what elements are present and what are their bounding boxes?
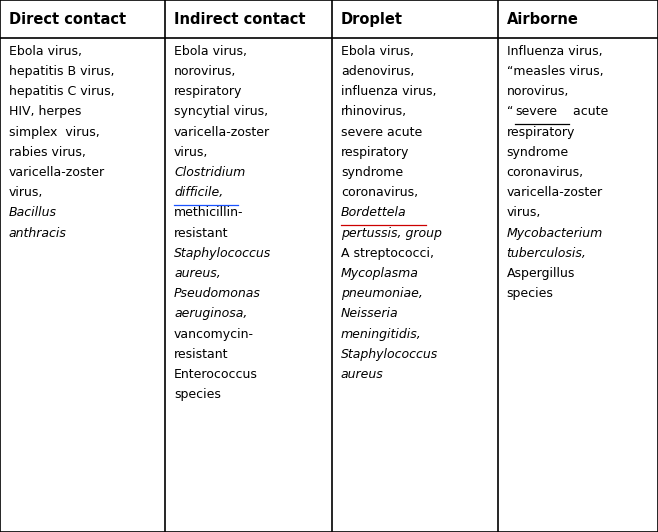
Text: Mycoplasma: Mycoplasma xyxy=(341,267,418,280)
Text: Direct contact: Direct contact xyxy=(9,12,126,27)
Text: Influenza virus,: Influenza virus, xyxy=(507,45,602,57)
Text: species: species xyxy=(174,388,221,401)
Text: Enterococcus: Enterococcus xyxy=(174,368,258,381)
Text: “measles virus,: “measles virus, xyxy=(507,65,603,78)
Text: rabies virus,: rabies virus, xyxy=(9,146,86,159)
Text: difficile,: difficile, xyxy=(174,186,223,199)
Text: syncytial virus,: syncytial virus, xyxy=(174,105,268,118)
Text: Bacillus: Bacillus xyxy=(9,206,57,219)
Text: A streptococci,: A streptococci, xyxy=(341,247,434,260)
Text: HIV, herpes: HIV, herpes xyxy=(9,105,81,118)
Text: Pseudomonas: Pseudomonas xyxy=(174,287,261,300)
Text: vancomycin-: vancomycin- xyxy=(174,328,254,340)
Text: simplex  virus,: simplex virus, xyxy=(9,126,99,138)
Text: hepatitis B virus,: hepatitis B virus, xyxy=(9,65,114,78)
Text: pertussis, group: pertussis, group xyxy=(341,227,442,239)
Text: varicella-zoster: varicella-zoster xyxy=(9,166,105,179)
Text: respiratory: respiratory xyxy=(507,126,575,138)
Text: aureus,: aureus, xyxy=(174,267,221,280)
Text: Airborne: Airborne xyxy=(507,12,578,27)
Text: Mycobacterium: Mycobacterium xyxy=(507,227,603,239)
Text: aureus: aureus xyxy=(341,368,384,381)
Text: acute: acute xyxy=(569,105,609,118)
Text: rhinovirus,: rhinovirus, xyxy=(341,105,407,118)
Text: Bordettela: Bordettela xyxy=(341,206,407,219)
Text: hepatitis C virus,: hepatitis C virus, xyxy=(9,85,114,98)
Text: “: “ xyxy=(507,105,513,118)
Text: varicella-zoster: varicella-zoster xyxy=(174,126,270,138)
Text: Staphylococcus: Staphylococcus xyxy=(341,348,438,361)
Text: virus,: virus, xyxy=(507,206,541,219)
Text: varicella-zoster: varicella-zoster xyxy=(507,186,603,199)
Text: severe acute: severe acute xyxy=(341,126,422,138)
Text: influenza virus,: influenza virus, xyxy=(341,85,436,98)
Text: coronavirus,: coronavirus, xyxy=(341,186,418,199)
Text: pneumoniae,: pneumoniae, xyxy=(341,287,422,300)
Text: Staphylococcus: Staphylococcus xyxy=(174,247,271,260)
Text: syndrome: syndrome xyxy=(341,166,403,179)
Text: virus,: virus, xyxy=(174,146,209,159)
Text: resistant: resistant xyxy=(174,227,228,239)
Text: Indirect contact: Indirect contact xyxy=(174,12,305,27)
Text: species: species xyxy=(507,287,553,300)
Text: Droplet: Droplet xyxy=(341,12,403,27)
Text: anthracis: anthracis xyxy=(9,227,66,239)
Text: Aspergillus: Aspergillus xyxy=(507,267,575,280)
Text: severe: severe xyxy=(515,105,557,118)
Text: meningitidis,: meningitidis, xyxy=(341,328,422,340)
Text: adenovirus,: adenovirus, xyxy=(341,65,415,78)
Text: Clostridium: Clostridium xyxy=(174,166,245,179)
Text: Ebola virus,: Ebola virus, xyxy=(9,45,82,57)
Text: resistant: resistant xyxy=(174,348,228,361)
Text: tuberculosis,: tuberculosis, xyxy=(507,247,586,260)
Text: coronavirus,: coronavirus, xyxy=(507,166,584,179)
Text: norovirus,: norovirus, xyxy=(507,85,569,98)
Text: virus,: virus, xyxy=(9,186,43,199)
Text: Ebola virus,: Ebola virus, xyxy=(174,45,247,57)
Text: Ebola virus,: Ebola virus, xyxy=(341,45,414,57)
Text: respiratory: respiratory xyxy=(341,146,409,159)
Text: respiratory: respiratory xyxy=(174,85,242,98)
Text: methicillin-: methicillin- xyxy=(174,206,243,219)
Text: Neisseria: Neisseria xyxy=(341,307,399,320)
Text: syndrome: syndrome xyxy=(507,146,569,159)
Text: norovirus,: norovirus, xyxy=(174,65,236,78)
Text: aeruginosa,: aeruginosa, xyxy=(174,307,247,320)
